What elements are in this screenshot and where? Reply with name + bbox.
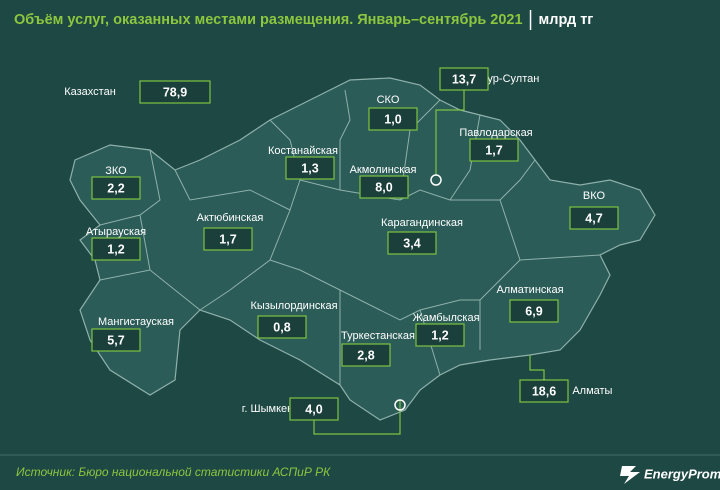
region-label: г. Алматы [564,385,613,397]
city-marker [430,174,442,186]
value-box [203,227,253,251]
value-box [257,315,307,339]
region-label: ВКО [583,190,606,202]
region-label: г. Шымкент [242,403,299,415]
value-box [289,397,339,421]
region-label: Мангистауская [98,316,174,328]
logo-icon [620,466,640,484]
region-label: Жамбылская [412,312,479,324]
value-box [139,80,211,104]
value: 1,2 [431,328,448,342]
value: 1,2 [107,242,124,256]
value: 8,0 [375,180,392,194]
value: 18,6 [532,384,556,398]
value-box [91,328,141,352]
value-box [469,138,519,162]
logo: EnergyProm [644,466,720,481]
source: Источник: Бюро национальной статистики А… [16,465,331,479]
country-outline [69,77,656,421]
value: 1,3 [301,161,318,175]
region-label: Туркестанская [341,330,415,342]
value-box [439,67,489,91]
value-box [569,206,619,230]
value: 2,8 [357,348,374,362]
region-label: Актюбинская [197,212,264,224]
value: 6,9 [525,304,542,318]
region-label: ЗКО [105,165,127,177]
region-label: СКО [377,94,400,106]
value: 1,0 [384,112,401,126]
region-borders [99,89,601,385]
unit: млрд тг [539,12,594,28]
leader-line [529,355,545,380]
value-box [509,299,559,323]
value-box [387,231,437,255]
title: Объём услуг, оказанных местами размещени… [14,12,523,28]
value: 78,9 [163,85,187,99]
value: 3,4 [403,236,420,250]
value: 1,7 [219,232,236,246]
region-label: Акмолинская [350,164,417,176]
value-box [285,156,335,180]
value: 4,7 [585,211,602,225]
value: 2,2 [107,181,124,195]
value-box [341,343,391,367]
value: 4,0 [305,402,322,416]
leader-line [435,90,465,175]
value: 5,7 [107,333,124,347]
region-label: Атырауская [86,226,146,238]
city-marker [394,399,406,411]
region-label: Кызылординская [250,300,337,312]
total-label: Казахстан [64,86,116,98]
region-label: Карагандинская [381,217,463,229]
value-box [91,176,141,200]
value: 0,8 [273,320,290,334]
value-box [519,379,569,403]
region-label: Алматинская [496,284,563,296]
value-box [359,175,409,199]
value-box [91,237,141,261]
map [69,77,656,421]
value: 13,7 [452,72,476,86]
region-label: Костанайская [268,145,338,157]
value: 1,7 [485,143,502,157]
value-box [415,323,465,347]
value-box [368,107,418,131]
leader-line [313,400,401,435]
region-label: Павлодарская [459,127,532,139]
